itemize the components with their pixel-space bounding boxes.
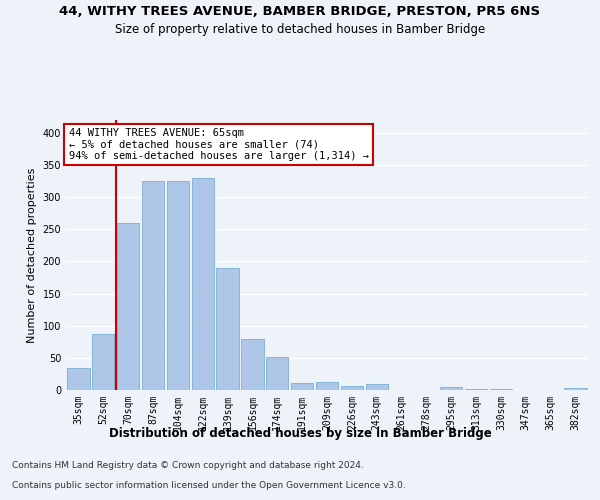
- Bar: [291, 383, 313, 390]
- Bar: [191, 178, 214, 390]
- Bar: [241, 338, 263, 390]
- Bar: [341, 386, 363, 390]
- Bar: [316, 382, 338, 390]
- Text: 44, WITHY TREES AVENUE, BAMBER BRIDGE, PRESTON, PR5 6NS: 44, WITHY TREES AVENUE, BAMBER BRIDGE, P…: [59, 5, 541, 18]
- Bar: [565, 388, 587, 390]
- Text: 44 WITHY TREES AVENUE: 65sqm
← 5% of detached houses are smaller (74)
94% of sem: 44 WITHY TREES AVENUE: 65sqm ← 5% of det…: [68, 128, 368, 162]
- Bar: [440, 388, 463, 390]
- Bar: [67, 368, 89, 390]
- Bar: [167, 181, 189, 390]
- Bar: [117, 223, 139, 390]
- Bar: [365, 384, 388, 390]
- Text: Size of property relative to detached houses in Bamber Bridge: Size of property relative to detached ho…: [115, 22, 485, 36]
- Bar: [217, 268, 239, 390]
- Text: Contains public sector information licensed under the Open Government Licence v3: Contains public sector information licen…: [12, 481, 406, 490]
- Text: Contains HM Land Registry data © Crown copyright and database right 2024.: Contains HM Land Registry data © Crown c…: [12, 461, 364, 470]
- Y-axis label: Number of detached properties: Number of detached properties: [27, 168, 37, 342]
- Bar: [92, 334, 115, 390]
- Text: Distribution of detached houses by size in Bamber Bridge: Distribution of detached houses by size …: [109, 428, 491, 440]
- Bar: [266, 356, 289, 390]
- Bar: [142, 181, 164, 390]
